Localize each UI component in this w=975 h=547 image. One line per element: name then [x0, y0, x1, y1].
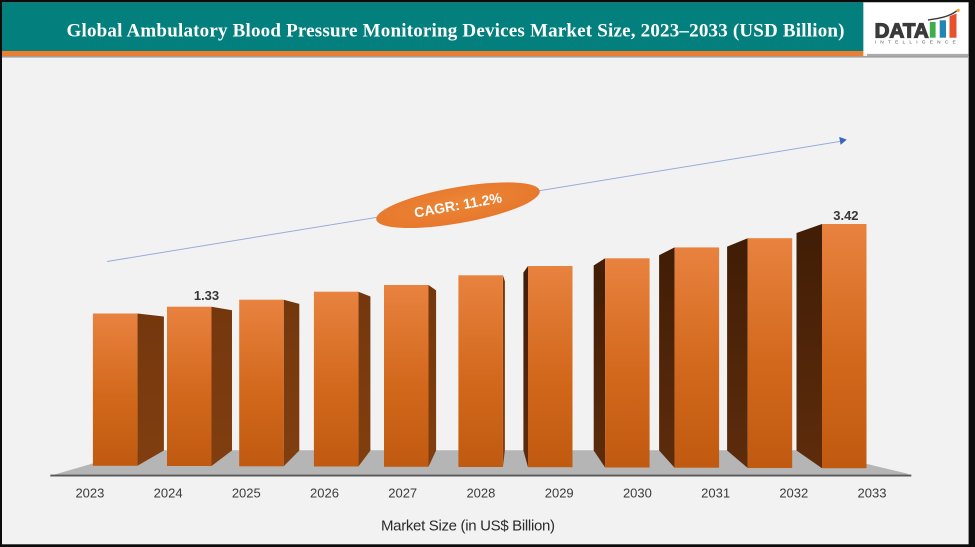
- svg-text:1.33: 1.33: [194, 288, 219, 303]
- svg-text:2023: 2023: [75, 486, 104, 501]
- svg-text:Global Ambulatory Blood Pressu: Global Ambulatory Blood Pressure Monitor…: [67, 21, 845, 42]
- svg-text:Market Size (in US$ Billion): Market Size (in US$ Billion): [381, 518, 555, 535]
- svg-text:2030: 2030: [623, 486, 652, 501]
- svg-text:2029: 2029: [545, 486, 574, 501]
- svg-text:2025: 2025: [232, 486, 261, 501]
- svg-text:2032: 2032: [779, 486, 808, 501]
- svg-text:2028: 2028: [466, 486, 495, 501]
- svg-text:DATA: DATA: [875, 19, 929, 42]
- svg-text:2033: 2033: [858, 486, 887, 501]
- svg-text:2027: 2027: [388, 486, 417, 501]
- svg-text:2024: 2024: [154, 486, 183, 501]
- svg-text:2031: 2031: [701, 486, 730, 501]
- svg-text:3.42: 3.42: [833, 208, 858, 223]
- svg-text:2026: 2026: [310, 486, 339, 501]
